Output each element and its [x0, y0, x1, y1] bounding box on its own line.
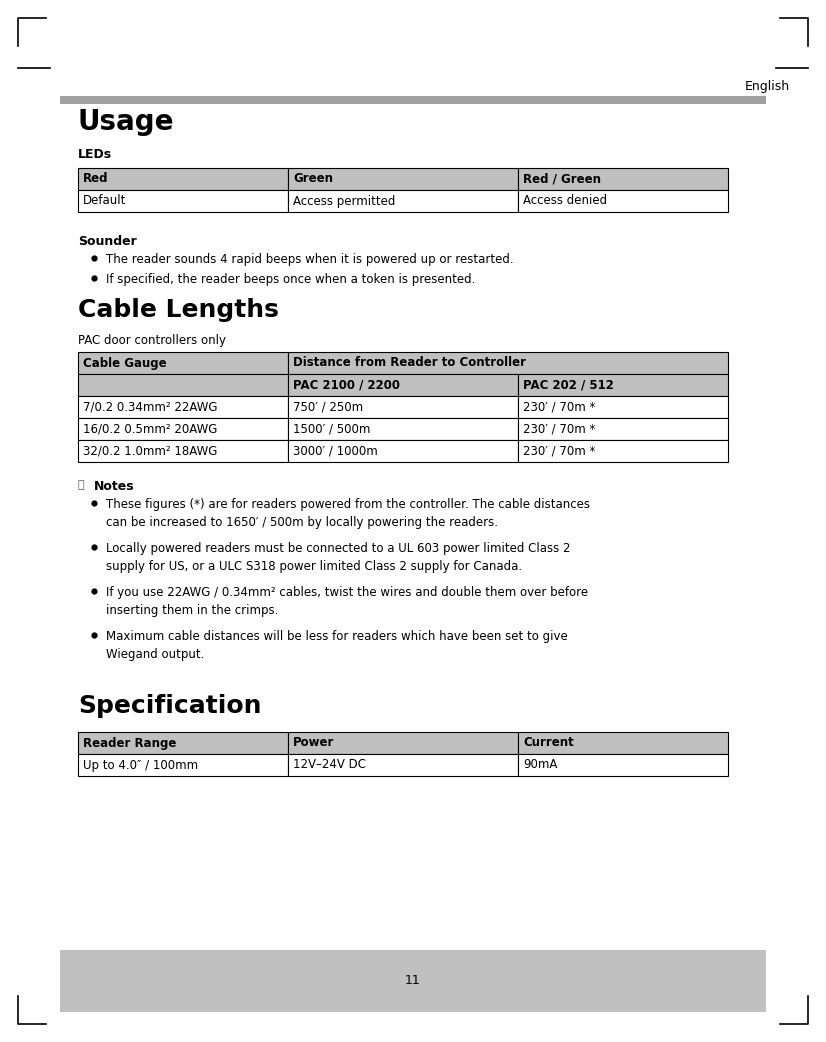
Text: Up to 4.0″ / 100mm: Up to 4.0″ / 100mm: [83, 759, 198, 771]
Bar: [78, 418, 288, 440]
Bar: [518, 374, 728, 396]
Bar: [78, 352, 288, 374]
Text: 32/0.2 1.0mm² 18AWG: 32/0.2 1.0mm² 18AWG: [83, 445, 217, 457]
Text: inserting them in the crimps.: inserting them in the crimps.: [106, 604, 278, 617]
Text: Power: Power: [293, 737, 335, 749]
Text: The reader sounds 4 rapid beeps when it is powered up or restarted.: The reader sounds 4 rapid beeps when it …: [106, 253, 514, 266]
Bar: [288, 352, 728, 374]
Bar: [288, 374, 518, 396]
Text: Usage: Usage: [78, 108, 174, 137]
Bar: [78, 374, 288, 396]
Bar: [60, 950, 766, 1012]
Text: 230′ / 70m *: 230′ / 70m *: [523, 445, 596, 457]
Text: 11: 11: [405, 974, 421, 988]
Bar: [288, 754, 518, 776]
Text: 90mA: 90mA: [523, 759, 558, 771]
Text: PAC door controllers only: PAC door controllers only: [78, 334, 226, 347]
Text: Default: Default: [83, 195, 126, 207]
Text: 16/0.2 0.5mm² 20AWG: 16/0.2 0.5mm² 20AWG: [83, 422, 217, 436]
Bar: [518, 440, 728, 462]
Bar: [78, 754, 288, 776]
Text: If specified, the reader beeps once when a token is presented.: If specified, the reader beeps once when…: [106, 273, 476, 286]
Text: Red / Green: Red / Green: [523, 173, 601, 185]
Bar: [288, 190, 518, 212]
Bar: [518, 731, 728, 754]
Bar: [78, 190, 288, 212]
Text: These figures (*) are for readers powered from the controller. The cable distanc: These figures (*) are for readers powere…: [106, 498, 590, 511]
Text: PAC 2100 / 2200: PAC 2100 / 2200: [293, 378, 400, 392]
Bar: [78, 440, 288, 462]
Bar: [518, 396, 728, 418]
Bar: [288, 168, 518, 190]
Text: Locally powered readers must be connected to a UL 603 power limited Class 2: Locally powered readers must be connecte…: [106, 542, 571, 555]
Text: Specification: Specification: [78, 694, 262, 718]
Bar: [78, 396, 288, 418]
Text: Green: Green: [293, 173, 333, 185]
Bar: [518, 190, 728, 212]
Text: Access permitted: Access permitted: [293, 195, 396, 207]
Text: 230′ / 70m *: 230′ / 70m *: [523, 422, 596, 436]
Text: 12V–24V DC: 12V–24V DC: [293, 759, 366, 771]
Text: Reader Range: Reader Range: [83, 737, 177, 749]
Bar: [60, 96, 766, 104]
Text: 1500′ / 500m: 1500′ / 500m: [293, 422, 370, 436]
Text: 750′ / 250m: 750′ / 250m: [293, 400, 363, 414]
Text: LEDs: LEDs: [78, 148, 112, 162]
Text: ⛰: ⛰: [78, 480, 84, 490]
Bar: [288, 418, 518, 440]
Bar: [518, 418, 728, 440]
Bar: [288, 396, 518, 418]
Text: Maximum cable distances will be less for readers which have been set to give: Maximum cable distances will be less for…: [106, 630, 567, 643]
Bar: [288, 440, 518, 462]
Text: can be increased to 1650′ / 500m by locally powering the readers.: can be increased to 1650′ / 500m by loca…: [106, 516, 498, 529]
Text: 3000′ / 1000m: 3000′ / 1000m: [293, 445, 377, 457]
Text: supply for US, or a ULC S318 power limited Class 2 supply for Canada.: supply for US, or a ULC S318 power limit…: [106, 560, 522, 573]
Text: Wiegand output.: Wiegand output.: [106, 648, 204, 661]
Text: Cable Lengths: Cable Lengths: [78, 298, 279, 322]
Bar: [78, 168, 288, 190]
Text: Notes: Notes: [94, 480, 135, 493]
Text: English: English: [745, 80, 790, 93]
Text: Red: Red: [83, 173, 108, 185]
Bar: [78, 731, 288, 754]
Text: If you use 22AWG / 0.34mm² cables, twist the wires and double them over before: If you use 22AWG / 0.34mm² cables, twist…: [106, 586, 588, 599]
Text: Current: Current: [523, 737, 574, 749]
Bar: [518, 168, 728, 190]
Text: PAC 202 / 512: PAC 202 / 512: [523, 378, 614, 392]
Text: Access denied: Access denied: [523, 195, 607, 207]
Text: Cable Gauge: Cable Gauge: [83, 356, 167, 370]
Text: Distance from Reader to Controller: Distance from Reader to Controller: [293, 356, 526, 370]
Bar: [288, 731, 518, 754]
Bar: [518, 754, 728, 776]
Text: Sounder: Sounder: [78, 235, 137, 248]
Text: 230′ / 70m *: 230′ / 70m *: [523, 400, 596, 414]
Text: 7/0.2 0.34mm² 22AWG: 7/0.2 0.34mm² 22AWG: [83, 400, 217, 414]
